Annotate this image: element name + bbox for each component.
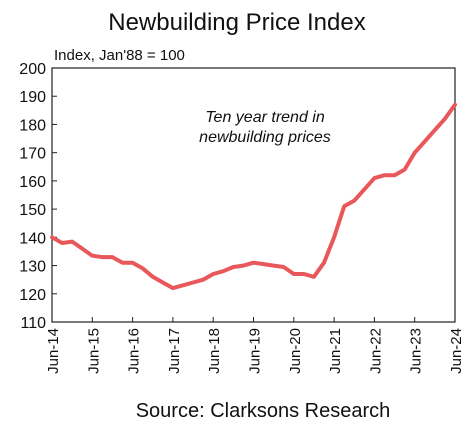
x-tick-label: Jun-18 (206, 328, 223, 374)
x-tick-label: Jun-19 (247, 328, 264, 374)
x-tick-label: Jun-14 (45, 328, 62, 374)
y-tick-label: 140 (19, 230, 46, 247)
x-tick-label: Jun-17 (166, 328, 183, 374)
y-tick-label: 110 (20, 315, 46, 332)
x-tick-label: Jun-20 (287, 328, 304, 374)
y-tick-label: 150 (19, 202, 46, 219)
y-tick-label: 120 (19, 287, 46, 304)
line (50, 102, 457, 291)
y-tick-label: 190 (19, 89, 46, 106)
y-tick-label: 170 (19, 146, 46, 163)
x-tick-label: Jun-15 (85, 328, 102, 374)
annotation: Ten year trend in (205, 109, 325, 126)
x-tick-label: Jun-21 (327, 328, 344, 374)
annotation: newbuilding prices (199, 129, 331, 146)
x-tick-label: Jun-24 (448, 328, 465, 374)
x-tick-label: Jun-22 (367, 328, 384, 374)
y-tick-label: 180 (19, 117, 46, 134)
x-tick-label: Jun-23 (408, 328, 425, 374)
x-tick-label: Jun-16 (126, 328, 143, 374)
chart-title: Newbuilding Price Index (108, 9, 365, 36)
source: Source: Clarksons Research (136, 400, 391, 422)
y-tick-label: 200 (19, 61, 46, 78)
y-tick-label: 130 (19, 259, 46, 276)
y-tick-label: 160 (19, 174, 46, 191)
plot-frame (51, 67, 456, 323)
subtitle: Index, Jan'88 = 100 (54, 47, 185, 64)
